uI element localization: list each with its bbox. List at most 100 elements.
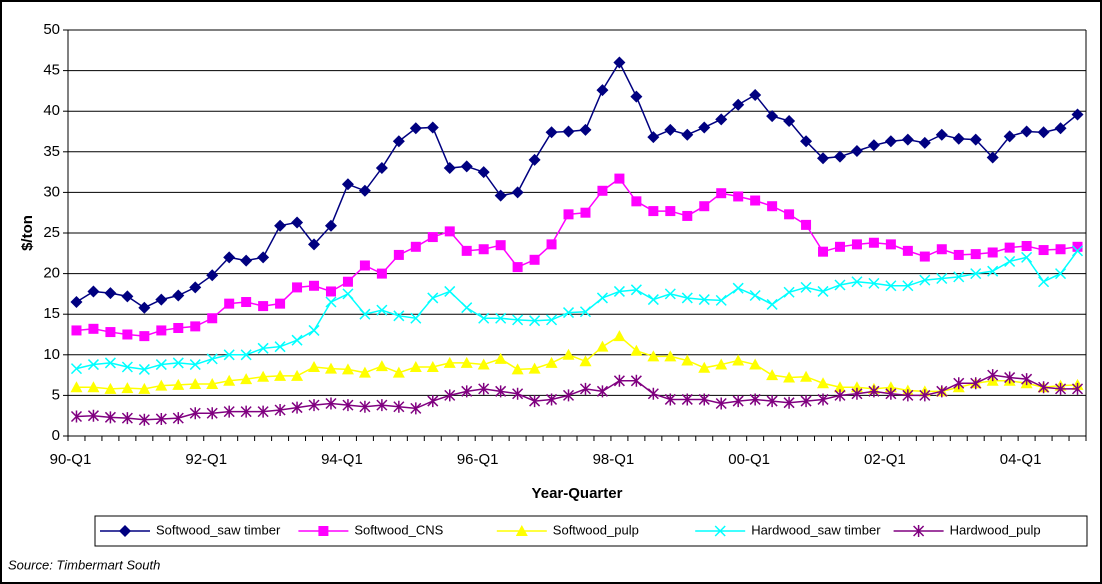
point — [613, 330, 626, 342]
point — [189, 359, 201, 371]
point — [138, 382, 151, 394]
point — [664, 350, 677, 362]
point — [579, 123, 592, 136]
point — [241, 297, 252, 308]
point — [461, 385, 473, 398]
point — [375, 162, 388, 175]
point — [240, 405, 252, 418]
point — [1004, 255, 1016, 267]
point — [189, 407, 201, 420]
point — [562, 389, 575, 402]
point — [850, 144, 863, 157]
point — [546, 393, 558, 406]
point — [563, 209, 574, 220]
point — [1071, 245, 1084, 257]
point — [834, 279, 846, 291]
point — [766, 298, 778, 310]
point — [749, 289, 761, 302]
point — [274, 404, 286, 417]
point — [70, 410, 83, 423]
point — [699, 201, 710, 212]
point — [766, 110, 779, 123]
point — [477, 358, 490, 370]
point — [766, 369, 779, 381]
point — [902, 389, 914, 402]
point — [579, 355, 592, 367]
point — [715, 397, 727, 410]
point — [495, 312, 507, 324]
point — [664, 393, 676, 406]
point — [1037, 126, 1050, 139]
point — [800, 135, 813, 148]
point — [324, 362, 337, 374]
x-axis-title: Year-Quarter — [532, 485, 623, 502]
point — [833, 381, 846, 393]
point — [105, 327, 116, 338]
point — [834, 241, 845, 252]
point — [936, 244, 947, 255]
point — [902, 280, 914, 292]
point — [750, 195, 761, 206]
point — [868, 277, 880, 289]
point — [410, 241, 421, 252]
point — [155, 293, 168, 306]
point — [70, 363, 83, 375]
point — [851, 387, 863, 400]
point — [189, 281, 202, 294]
point — [867, 139, 880, 152]
point — [698, 121, 711, 134]
series-line — [76, 250, 1079, 371]
point — [715, 294, 727, 306]
point — [969, 133, 982, 146]
point — [104, 357, 116, 369]
point — [885, 239, 896, 250]
point — [427, 232, 438, 243]
x-tick-label: 00-Q1 — [728, 451, 770, 468]
point — [308, 324, 320, 336]
point — [546, 239, 557, 250]
point — [104, 382, 117, 394]
point — [70, 296, 83, 309]
y-tick-label: 10 — [43, 346, 60, 363]
point — [885, 387, 897, 400]
point — [291, 334, 303, 346]
point — [630, 344, 643, 356]
legend-label: Hardwood_saw timber — [751, 522, 881, 537]
point — [935, 128, 948, 141]
x-tick-label: 98-Q1 — [593, 451, 635, 468]
point — [545, 356, 558, 368]
point — [783, 286, 795, 298]
y-axis-title: $/ton — [19, 215, 36, 251]
point — [647, 350, 660, 362]
point — [732, 354, 745, 366]
point — [478, 382, 490, 395]
point — [292, 282, 303, 293]
point — [477, 166, 490, 179]
legend-marker — [318, 526, 329, 536]
point — [71, 325, 82, 336]
point — [375, 360, 388, 372]
point — [800, 281, 812, 293]
point — [1071, 108, 1084, 121]
point — [172, 378, 185, 390]
point — [664, 123, 677, 136]
point — [156, 325, 167, 336]
y-tick-label: 20 — [43, 265, 60, 282]
point — [733, 191, 744, 202]
point — [970, 249, 981, 260]
x-tick-label: 04-Q1 — [1000, 451, 1042, 468]
point — [308, 238, 321, 251]
series-line — [76, 374, 1078, 421]
y-tick-label: 25 — [43, 224, 60, 241]
y-tick-label: 40 — [43, 102, 60, 119]
point — [511, 186, 524, 199]
point — [358, 184, 371, 197]
point — [275, 298, 286, 309]
point — [614, 173, 625, 184]
point — [596, 340, 609, 352]
point — [1038, 381, 1050, 394]
point — [1003, 130, 1016, 143]
point — [87, 359, 99, 371]
point — [240, 349, 252, 361]
point — [681, 393, 693, 406]
